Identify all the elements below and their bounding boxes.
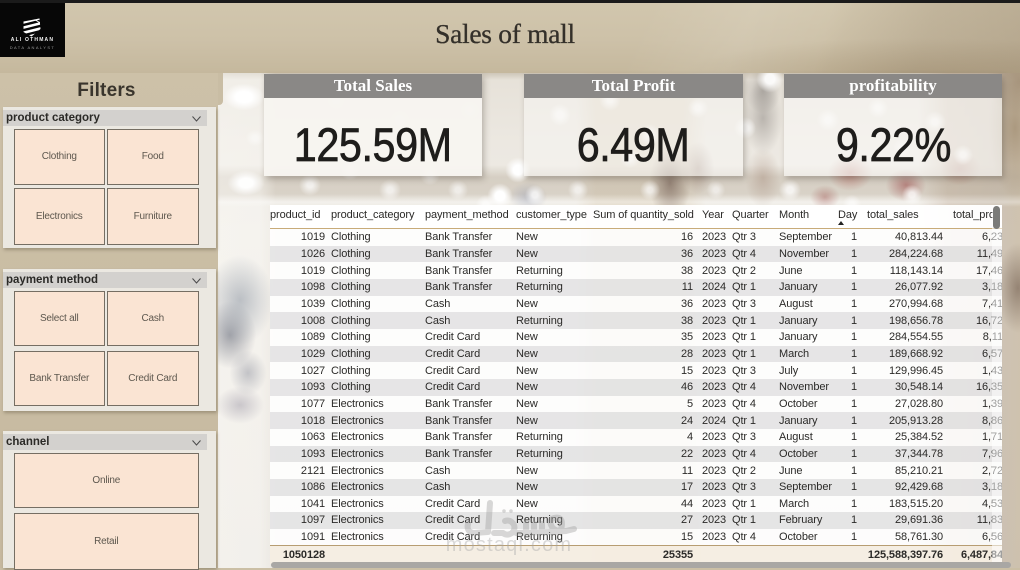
svg-text:mostaql.com: mostaql.com	[446, 534, 573, 556]
